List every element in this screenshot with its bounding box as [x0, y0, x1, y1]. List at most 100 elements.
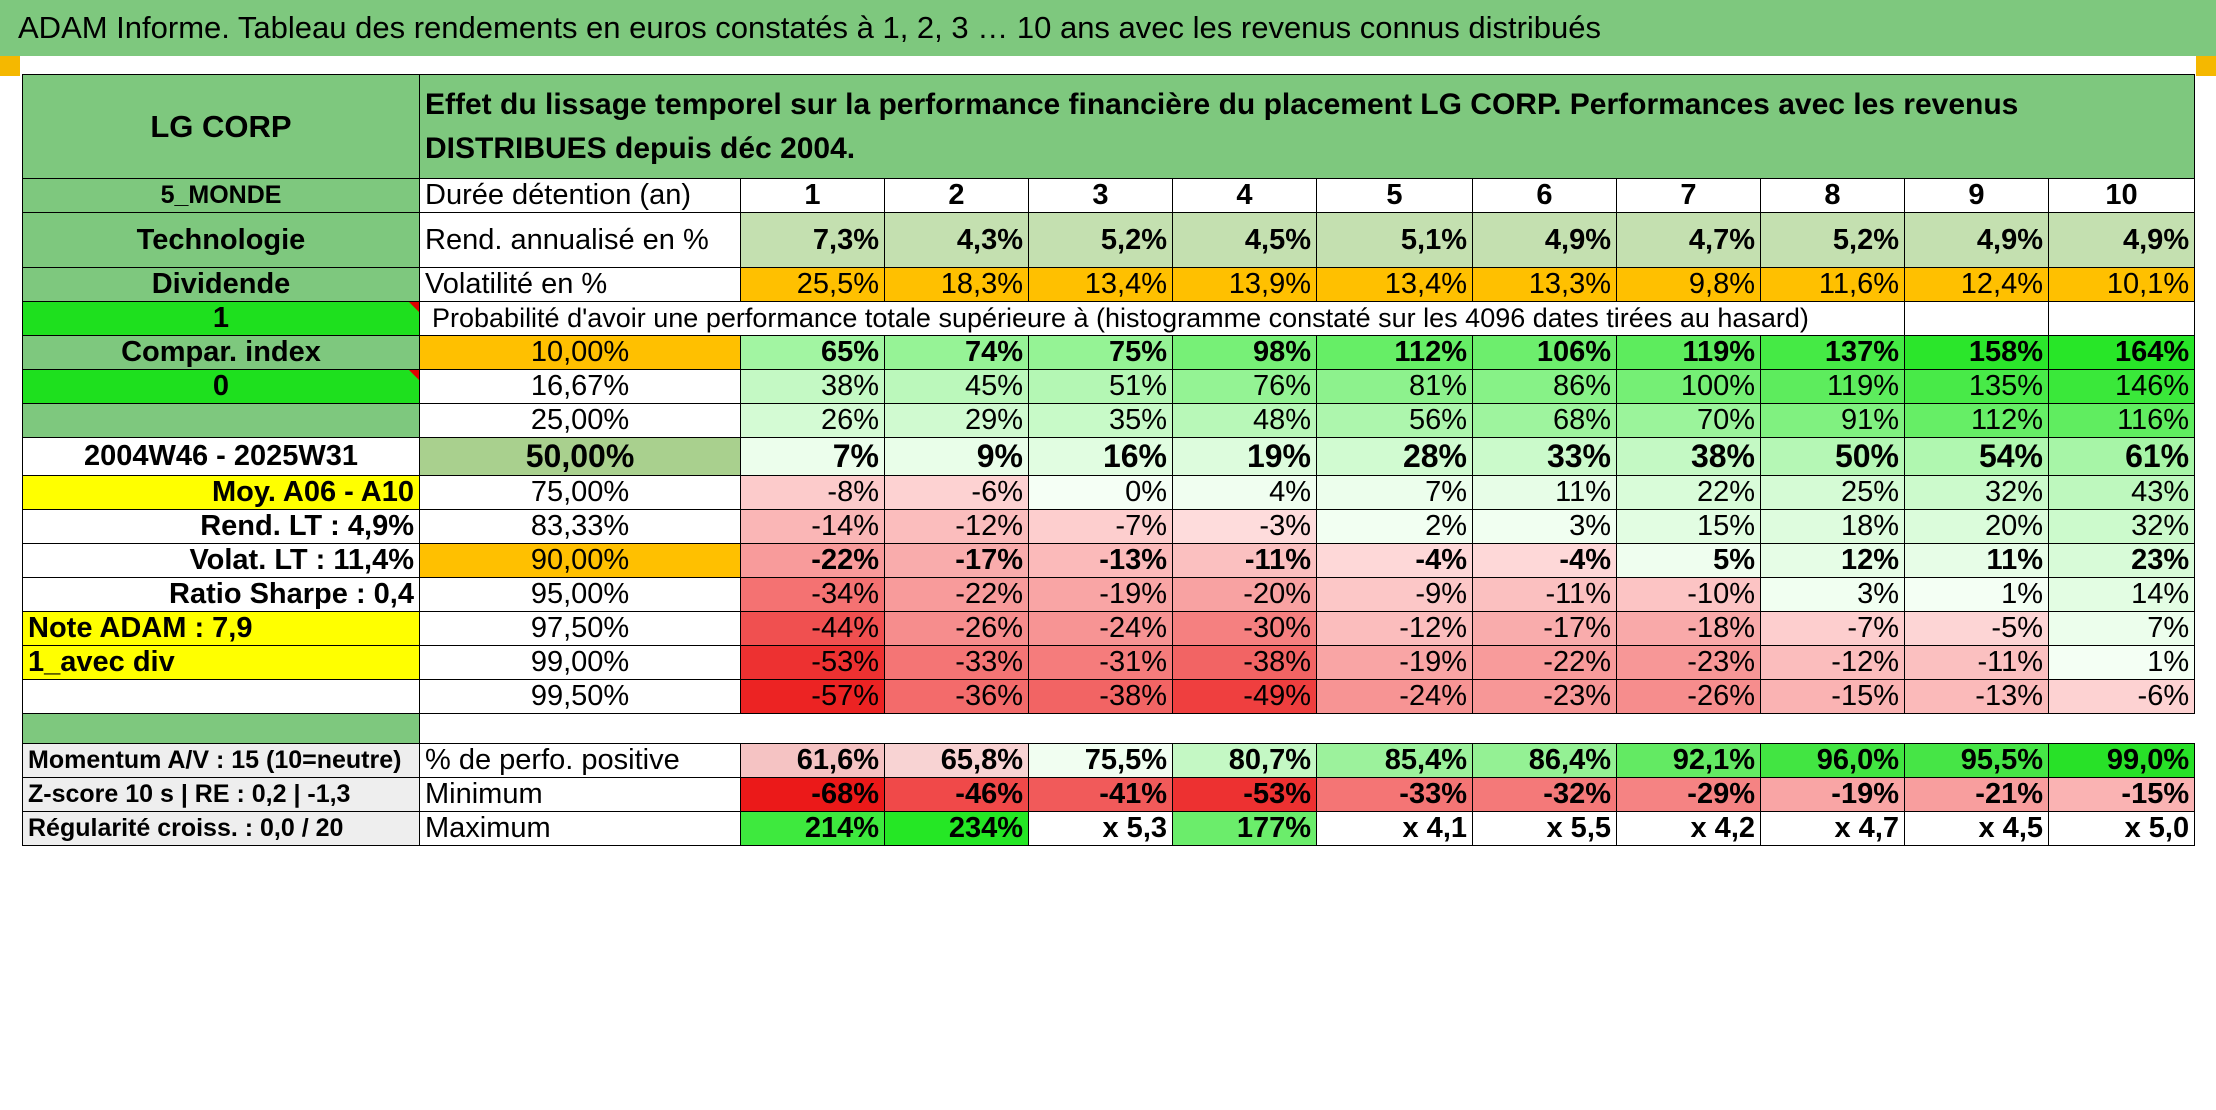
- minimum-value: -21%: [1904, 777, 2049, 812]
- volat-row: Dividende Volatilité en % 25,5% 18,3% 13,4% 1…: [22, 267, 2196, 302]
- flag-one: 1: [22, 301, 420, 336]
- corner-marker-right: [2196, 56, 2216, 76]
- prob-value: 20%: [1904, 509, 2049, 544]
- momentum-label: Momentum A/V : 15 (10=neutre): [22, 743, 420, 778]
- positive-row: Momentum A/V : 15 (10=neutre)% de perfo.…: [22, 743, 2196, 778]
- year-header: 8: [1760, 178, 1905, 213]
- volat-value: 11,6%: [1760, 267, 1905, 302]
- proba-spacer: [1904, 301, 2049, 336]
- note-adam-label: Note ADAM : 7,9: [22, 611, 420, 646]
- header-description: Effet du lissage temporel sur la perform…: [418, 74, 2196, 179]
- prob-value: 26%: [740, 403, 885, 438]
- returns-table: LG CORP Effet du lissage temporel sur la …: [22, 74, 2196, 846]
- prob-value: -6%: [884, 475, 1029, 510]
- header-row: LG CORP Effet du lissage temporel sur la …: [22, 74, 2196, 179]
- prob-value: -13%: [1904, 679, 2049, 714]
- positive-label: % de perfo. positive: [419, 743, 741, 778]
- prob-value: 7%: [740, 437, 885, 476]
- prob-value: -19%: [1316, 645, 1473, 680]
- prob-value: -17%: [884, 543, 1029, 578]
- prob-value: 16%: [1028, 437, 1173, 476]
- prob-value: -57%: [740, 679, 885, 714]
- positive-value: 85,4%: [1316, 743, 1473, 778]
- minimum-value: -41%: [1028, 777, 1173, 812]
- prob-value: -38%: [1172, 645, 1317, 680]
- prob-threshold: 25,00%: [419, 403, 741, 438]
- prob-value: -36%: [884, 679, 1029, 714]
- prob-value: -34%: [740, 577, 885, 612]
- maximum-value: x 4,7: [1760, 811, 1905, 846]
- prob-value: 19%: [1172, 437, 1317, 476]
- maximum-value: x 5,5: [1472, 811, 1617, 846]
- prob-threshold: 75,00%: [419, 475, 741, 510]
- positive-value: 95,5%: [1904, 743, 2049, 778]
- prob-value: 1%: [2047, 645, 2196, 680]
- prob-value: -22%: [740, 543, 885, 578]
- prob-value: -22%: [1472, 645, 1617, 680]
- prob-value: -12%: [1760, 645, 1905, 680]
- prob-value: -4%: [1316, 543, 1473, 578]
- prob-value: 51%: [1028, 369, 1173, 404]
- prob-value: 119%: [1760, 369, 1905, 404]
- maximum-row: Régularité croiss. : 0,0 / 20 Maximum 214%…: [22, 811, 2196, 846]
- maximum-value: x 5,3: [1028, 811, 1173, 846]
- zscore-label: Z-score 10 s | RE : 0,2 | -1,3: [22, 777, 420, 812]
- prob-value: 164%: [2047, 335, 2196, 370]
- income-label: Dividende: [22, 267, 420, 302]
- prob-value: -33%: [884, 645, 1029, 680]
- prob-value: -14%: [740, 509, 885, 544]
- prob-value: 2%: [1316, 509, 1473, 544]
- prob-threshold: 99,00%: [419, 645, 741, 680]
- positive-value: 96,0%: [1760, 743, 1905, 778]
- prob-value: 32%: [1904, 475, 2049, 510]
- rend-value: 4,9%: [2047, 212, 2196, 268]
- positive-value: 92,1%: [1616, 743, 1761, 778]
- prob-value: 91%: [1760, 403, 1905, 438]
- prob-value: 50%: [1760, 437, 1905, 476]
- proba-spacer: [2047, 301, 2196, 336]
- prob-value: 28%: [1316, 437, 1473, 476]
- prob-value: 116%: [2047, 403, 2196, 438]
- prob-value: -4%: [1472, 543, 1617, 578]
- prob-value: -8%: [740, 475, 885, 510]
- prob-value: 54%: [1904, 437, 2049, 476]
- prob-row: Note ADAM : 7,9 97,50% -44% -26% -24% -30% -12…: [22, 611, 2196, 646]
- prob-value: 86%: [1472, 369, 1617, 404]
- compar-index-label: Compar. index: [22, 335, 420, 370]
- prob-value: 65%: [740, 335, 885, 370]
- prob-value: -30%: [1172, 611, 1317, 646]
- rend-value: 5,1%: [1316, 212, 1473, 268]
- prob-value: 15%: [1616, 509, 1761, 544]
- prob-value: 5%: [1616, 543, 1761, 578]
- prob-value: 35%: [1028, 403, 1173, 438]
- prob-value: -20%: [1172, 577, 1317, 612]
- prob-value: 25%: [1760, 475, 1905, 510]
- separator-blank: [419, 713, 2195, 744]
- maximum-value: x 4,1: [1316, 811, 1473, 846]
- prob-value: 0%: [1028, 475, 1173, 510]
- prob-row: Ratio Sharpe : 0,4 95,00% -34% -22% -19% -20%…: [22, 577, 2196, 612]
- prob-row: Compar. index 10,00% 65% 74% 75% 98% 112% 106% 1…: [22, 335, 2196, 370]
- prob-value: -12%: [1316, 611, 1473, 646]
- asset-name: LG CORP: [22, 74, 420, 179]
- duration-label: Durée détention (an): [419, 178, 741, 213]
- volat-value: 12,4%: [1904, 267, 2049, 302]
- prob-value: 56%: [1316, 403, 1473, 438]
- prob-value: -26%: [884, 611, 1029, 646]
- separator-row: [22, 713, 2195, 744]
- volat-value: 25,5%: [740, 267, 885, 302]
- year-header: 5: [1316, 178, 1473, 213]
- maximum-value: x 5,0: [2047, 811, 2196, 846]
- rend-lt-label: Rend. LT : 4,9%: [22, 509, 420, 544]
- minimum-label: Minimum: [419, 777, 741, 812]
- minimum-value: -68%: [740, 777, 885, 812]
- prob-value: -44%: [740, 611, 885, 646]
- mode-label: 1_avec div: [22, 645, 420, 680]
- prob-value: -53%: [740, 645, 885, 680]
- rend-row: Technologie Rend. annualisé en % 7,3% 4,3% 5…: [22, 212, 2196, 268]
- prob-value: -5%: [1904, 611, 2049, 646]
- prob-value: 43%: [2047, 475, 2196, 510]
- volat-value: 10,1%: [2047, 267, 2196, 302]
- side-blank: [22, 403, 420, 438]
- flag-zero: 0: [22, 369, 420, 404]
